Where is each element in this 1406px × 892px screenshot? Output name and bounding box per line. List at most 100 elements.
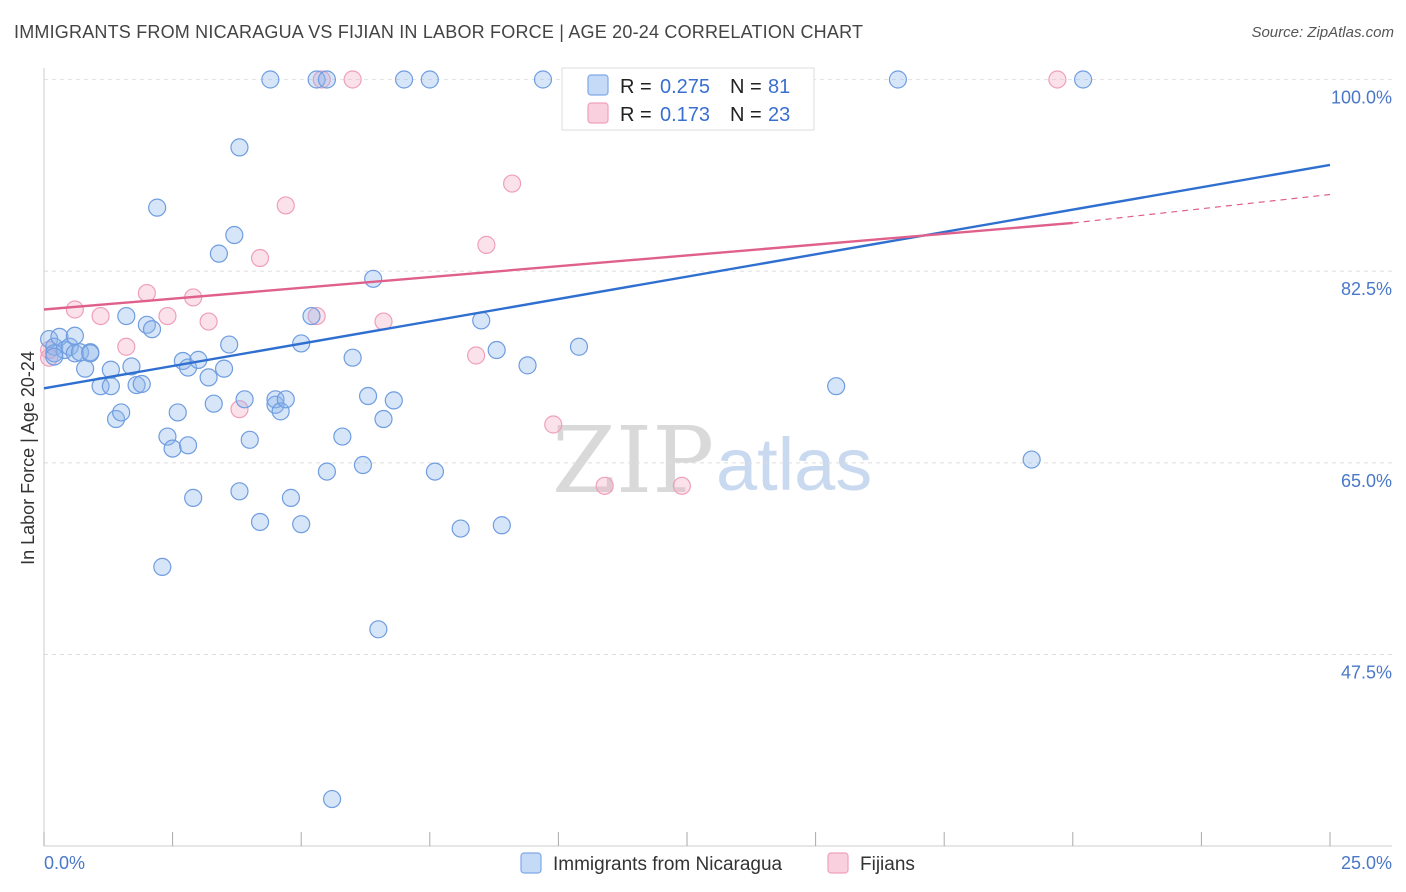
nicaragua-point	[492, 516, 511, 535]
nicaragua-point	[333, 427, 352, 446]
nicaragua-point	[153, 557, 172, 576]
nicaragua-point	[209, 244, 228, 263]
source-label: Source: ZipAtlas.com	[1251, 24, 1394, 41]
bottom-legend-label-fijians: Fijians	[860, 854, 915, 875]
bottom-legend-swatch-fijians	[827, 852, 849, 874]
gridlines	[44, 79, 1392, 655]
nicaragua-point	[518, 356, 537, 375]
fijians-point	[312, 70, 331, 89]
fijians-point	[503, 174, 522, 193]
trend-lines	[43, 163, 1331, 390]
fijians-point	[595, 476, 614, 495]
nicaragua-point	[45, 347, 64, 366]
nicaragua-point	[158, 427, 177, 446]
nicaragua-point	[240, 430, 259, 449]
nicaragua-point	[163, 439, 182, 458]
legend-n-value-nicaragua: 81	[768, 76, 790, 98]
nicaragua-point	[148, 198, 167, 217]
nicaragua-point	[266, 390, 285, 409]
nicaragua-point	[292, 515, 311, 534]
nicaragua-point	[281, 488, 301, 507]
legend-swatch-fijians	[587, 102, 609, 124]
bottom-legend-swatch-nicaragua	[520, 852, 542, 874]
fijians-point	[230, 400, 249, 419]
legend-n-label-nicaragua: N =	[730, 76, 762, 98]
y-tick-label: 47.5%	[1341, 663, 1392, 683]
fijians-point	[65, 300, 84, 319]
nicaragua-point	[1022, 450, 1041, 469]
fijians-point	[1048, 70, 1067, 89]
legend-n-value-fijians: 23	[768, 104, 790, 126]
nicaragua-point	[451, 519, 470, 538]
fijians-point	[137, 283, 156, 303]
fijians-point	[91, 306, 110, 326]
nicaragua-point	[101, 377, 120, 396]
fijians-point	[466, 346, 486, 365]
nicaragua-point	[132, 374, 151, 394]
nicaragua-point	[184, 488, 203, 507]
nicaragua-point	[353, 455, 373, 475]
nicaragua-point	[204, 394, 223, 413]
fijians-point	[276, 196, 295, 215]
nicaragua-point	[276, 390, 295, 409]
fijians-point	[307, 306, 326, 326]
x-axis-ticks	[43, 832, 1331, 846]
nicaragua-point	[1073, 70, 1093, 89]
legend-box: R = 0.275 N = 81 R = 0.173 N = 23	[561, 67, 815, 131]
nicaragua-point	[369, 620, 388, 639]
fijians-point	[199, 312, 218, 331]
x-tick-label-max: 25.0%	[1341, 853, 1392, 873]
nicaragua-point	[888, 70, 908, 89]
y-tick-label: 100.0%	[1331, 88, 1392, 108]
fijians-point	[117, 337, 136, 356]
watermark: ZIP atlas	[552, 407, 872, 514]
bottom-legend: Immigrants from Nicaragua Fijians	[520, 852, 915, 875]
nicaragua-point	[214, 359, 234, 378]
nicaragua-point	[230, 482, 249, 501]
nicaragua-point	[364, 269, 383, 288]
nicaragua-point	[235, 390, 254, 409]
nicaragua-point	[343, 348, 362, 367]
nicaragua-point	[65, 326, 84, 345]
nicaragua-point	[487, 340, 506, 360]
legend-r-label-fijians: R =	[620, 104, 652, 126]
nicaragua-point	[45, 337, 64, 356]
trend-line-nicaragua	[43, 163, 1331, 390]
nicaragua-point	[117, 306, 136, 326]
nicaragua-point	[358, 386, 378, 406]
nicaragua-point	[55, 340, 74, 360]
nicaragua-point	[271, 402, 290, 421]
fijians-point	[672, 476, 691, 495]
fijians-point	[477, 235, 496, 254]
chart-title: IMMIGRANTS FROM NICARAGUA VS FIJIAN IN L…	[14, 22, 864, 42]
nicaragua-point	[76, 359, 95, 378]
watermark-zip: ZIP	[552, 407, 714, 514]
y-tick-label: 65.0%	[1341, 471, 1392, 491]
nicaragua-point	[225, 225, 244, 245]
nicaragua-point	[250, 512, 270, 532]
nicaragua-point	[420, 70, 439, 89]
legend-n-label-fijians: N =	[730, 104, 762, 126]
nicaragua-point	[122, 357, 141, 376]
y-axis-label: In Labor Force | Age 20-24	[18, 351, 38, 565]
nicaragua-point	[394, 70, 414, 89]
legend-r-value-fijians: 0.173	[660, 104, 710, 126]
watermark-atlas: atlas	[716, 423, 872, 506]
nicaragua-point	[374, 409, 393, 429]
nicaragua-point	[168, 403, 187, 422]
y-tick-labels: 47.5% 65.0% 82.5% 100.0%	[1331, 88, 1392, 683]
nicaragua-point	[384, 391, 403, 410]
legend-swatch-nicaragua	[587, 74, 609, 96]
nicaragua-point	[81, 344, 100, 363]
nicaragua-point	[533, 70, 553, 89]
nicaragua-point	[317, 70, 337, 89]
fijians-point	[343, 70, 362, 89]
nicaragua-point	[425, 462, 445, 481]
nicaragua-point	[307, 70, 326, 89]
series-fijians-points	[40, 70, 1067, 495]
nicaragua-point	[142, 320, 162, 339]
trend-line-fijians-extension	[1072, 193, 1331, 224]
legend-r-value-nicaragua: 0.275	[660, 76, 710, 98]
x-tick-label-min: 0.0%	[44, 853, 85, 873]
